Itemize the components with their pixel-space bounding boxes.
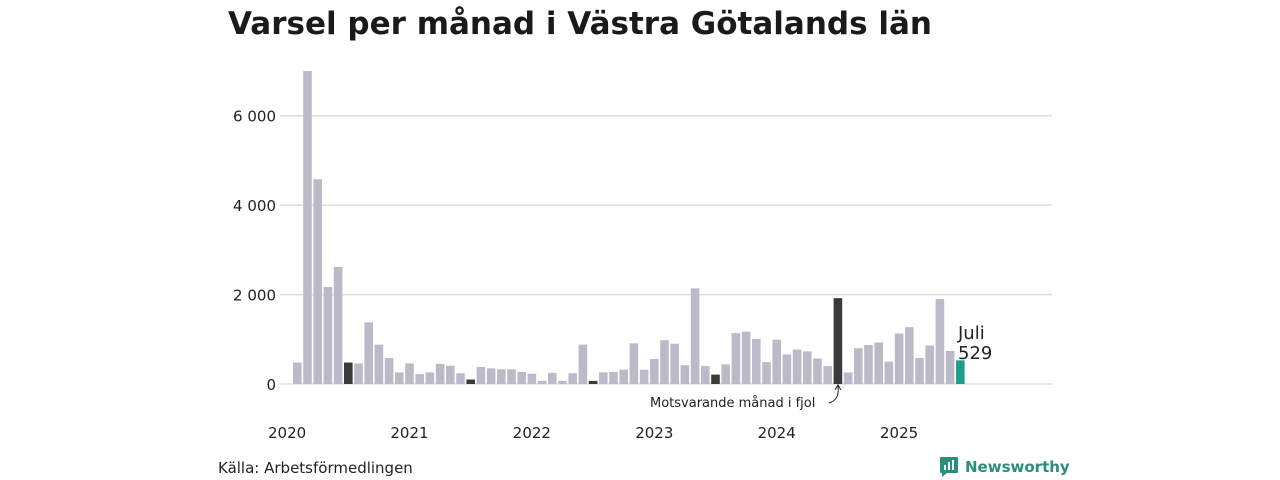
bar <box>497 369 506 384</box>
x-tick-label: 2023 <box>635 424 673 442</box>
bar <box>894 333 904 384</box>
bar <box>925 345 934 384</box>
x-tick-label: 2024 <box>758 424 796 442</box>
bar <box>446 365 455 384</box>
bar <box>568 373 577 384</box>
bar <box>680 365 690 384</box>
bar <box>293 362 302 384</box>
brand[interactable]: Newsworthy <box>939 456 1070 478</box>
bar <box>752 338 761 384</box>
bar <box>456 373 465 384</box>
bar <box>303 71 312 384</box>
newsworthy-logo-icon <box>940 457 958 477</box>
bar <box>782 354 792 384</box>
bar <box>578 344 588 384</box>
current-month-label: Juli <box>957 323 985 344</box>
bar <box>721 364 730 384</box>
annotation-same-month-last-year: Motsvarande månad i fjol <box>650 396 815 411</box>
y-tick-label: 6 000 <box>233 108 276 126</box>
bar <box>629 343 639 384</box>
bar <box>374 344 384 384</box>
y-tick-label: 4 000 <box>233 197 276 215</box>
x-tick-label: 2022 <box>513 424 551 442</box>
current-month-value: 529 <box>958 343 992 364</box>
y-tick-label: 0 <box>266 376 276 394</box>
bars <box>293 71 965 384</box>
bar <box>435 363 445 384</box>
bar <box>905 327 914 384</box>
bar <box>874 342 883 384</box>
bar <box>548 372 557 384</box>
bar <box>384 358 394 384</box>
bar <box>364 322 373 384</box>
bar <box>854 348 863 384</box>
bar-same-month-previous-year <box>833 298 843 384</box>
y-tick-label: 2 000 <box>233 287 276 305</box>
bar <box>537 380 547 384</box>
bar <box>609 371 618 384</box>
bar <box>803 351 812 384</box>
bar <box>935 299 945 384</box>
bar <box>690 288 700 384</box>
bar <box>619 369 628 384</box>
x-tick-label: 2020 <box>268 424 306 442</box>
bar <box>333 266 343 384</box>
bar <box>945 350 955 384</box>
chart-title: Varsel per månad i Västra Götalands län <box>228 6 932 42</box>
bar <box>425 372 435 384</box>
bar <box>762 362 771 384</box>
bar <box>476 367 486 384</box>
bar <box>599 372 608 384</box>
bar <box>507 369 516 384</box>
bar <box>527 373 537 384</box>
bar <box>884 361 894 384</box>
bar <box>405 363 414 384</box>
bar <box>650 358 659 384</box>
bar <box>843 372 853 384</box>
bar <box>772 339 781 384</box>
bar <box>486 368 496 384</box>
brand-name: Newsworthy <box>965 458 1070 476</box>
bar <box>395 372 404 384</box>
annotation-arrow <box>828 385 839 404</box>
bar <box>823 366 832 384</box>
bar <box>313 179 322 384</box>
annotation-arrowhead <box>834 384 842 391</box>
bar <box>792 349 802 384</box>
bar <box>701 366 710 384</box>
source-note: Källa: Arbetsförmedlingen <box>218 459 413 477</box>
y-axis-ticks: 0 2 000 4 000 6 000 <box>233 108 276 394</box>
bar <box>813 358 822 384</box>
bar-same-month-previous-year <box>344 362 353 384</box>
bar-same-month-previous-year <box>711 374 720 384</box>
x-tick-label: 2021 <box>390 424 428 442</box>
bar <box>354 363 363 384</box>
bar <box>558 380 567 384</box>
bar <box>517 371 526 384</box>
bar <box>741 331 751 384</box>
bar-same-month-previous-year <box>588 380 598 384</box>
bar <box>864 345 873 384</box>
bar <box>731 333 741 384</box>
x-axis-ticks: 2020 2021 2022 2023 2024 2025 <box>268 424 918 442</box>
bar-current-month <box>956 360 965 384</box>
bar <box>660 340 669 384</box>
x-tick-label: 2025 <box>880 424 918 442</box>
bar <box>323 286 333 384</box>
bar <box>915 358 924 384</box>
bar <box>639 369 649 384</box>
bar-same-month-previous-year <box>466 379 475 384</box>
bar <box>415 374 424 384</box>
bar <box>670 343 679 384</box>
